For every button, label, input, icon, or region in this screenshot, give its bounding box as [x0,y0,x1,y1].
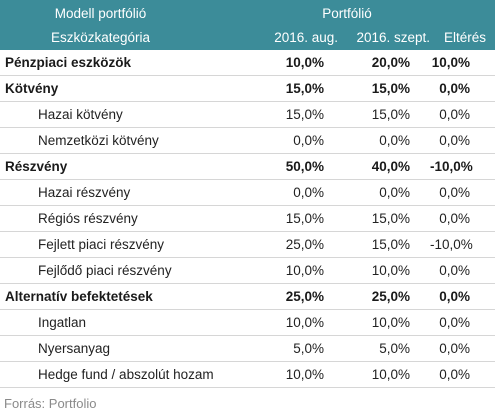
cell-diff: 0,0% [439,81,470,96]
header-col-diff: Eltérés [443,30,486,45]
cell-diff: 0,0% [439,263,470,278]
cell-diff: 0,0% [439,133,470,148]
row-label: Nemzetközi kötvény [38,133,159,148]
row-label: Ingatlan [38,315,87,330]
cell-aug: 0,0% [293,185,324,200]
cell-diff: 10,0% [431,55,470,70]
cell-szept: 10,0% [371,263,410,278]
table-row: Fejlődő piaci részvény 10,0% 10,0% 0,0% [0,258,495,284]
cell-aug: 25,0% [285,289,324,304]
cell-szept: 15,0% [371,211,410,226]
cell-szept: 10,0% [371,367,410,382]
table-row: Fejlett piaci részvény 25,0% 15,0% -10,0… [0,232,495,258]
row-label: Nyersanyag [38,341,111,356]
cell-aug: 10,0% [285,315,324,330]
cell-aug: 25,0% [285,237,324,252]
cell-aug: 10,0% [285,55,324,70]
cell-diff: 0,0% [439,367,470,382]
cell-diff: 0,0% [439,107,470,122]
cell-szept: 20,0% [371,55,410,70]
portfolio-table: Modell portfólió Eszközkategória Portfól… [0,0,495,388]
header-col-szept: 2016. szept. [356,30,430,45]
row-label: Hazai kötvény [38,107,123,122]
cell-szept: 25,0% [371,289,410,304]
table-header: Modell portfólió Eszközkategória Portfól… [0,0,495,50]
cell-aug: 15,0% [285,211,324,226]
header-portfolio: Portfólió [322,6,372,21]
row-label: Fejlődő piaci részvény [38,263,172,278]
row-label: Kötvény [5,81,59,96]
cell-szept: 0,0% [379,133,410,148]
cell-szept: 15,0% [371,81,410,96]
cell-diff: 0,0% [439,315,470,330]
cell-aug: 50,0% [285,159,324,174]
table-row: Nyersanyag 5,0% 5,0% 0,0% [0,336,495,362]
cell-szept: 40,0% [371,159,410,174]
row-label: Régiós részvény [38,211,138,226]
cell-diff: 0,0% [439,185,470,200]
cell-szept: 15,0% [371,237,410,252]
table-row: Részvény 50,0% 40,0% -10,0% [0,154,495,180]
table-row: Hedge fund / abszolút hozam 10,0% 10,0% … [0,362,495,388]
cell-szept: 5,0% [379,341,410,356]
table-row: Kötvény 15,0% 15,0% 0,0% [0,76,495,102]
cell-diff: -10,0% [430,237,473,252]
source-note: Forrás: Portfolio [4,396,97,411]
row-label: Hazai részvény [38,185,131,200]
cell-aug: 5,0% [293,341,324,356]
cell-diff: 0,0% [439,211,470,226]
cell-aug: 10,0% [285,367,324,382]
header-col-aug: 2016. aug. [274,30,338,45]
cell-diff: 0,0% [439,289,470,304]
cell-szept: 0,0% [379,185,410,200]
table-row: Hazai részvény 0,0% 0,0% 0,0% [0,180,495,206]
table-row: Ingatlan 10,0% 10,0% 0,0% [0,310,495,336]
cell-aug: 15,0% [285,81,324,96]
row-label: Alternatív befektetések [5,289,153,304]
table-row: Hazai kötvény 15,0% 15,0% 0,0% [0,102,495,128]
cell-aug: 0,0% [293,133,324,148]
cell-aug: 15,0% [285,107,324,122]
table-row: Nemzetközi kötvény 0,0% 0,0% 0,0% [0,128,495,154]
row-label: Pénzpiaci eszközök [5,55,132,70]
table-row: Régiós részvény 15,0% 15,0% 0,0% [0,206,495,232]
row-label: Hedge fund / abszolút hozam [38,367,214,382]
table-row: Alternatív befektetések 25,0% 25,0% 0,0% [0,284,495,310]
cell-aug: 10,0% [285,263,324,278]
cell-diff: -10,0% [430,159,473,174]
table-row: Pénzpiaci eszközök 10,0% 20,0% 10,0% [0,50,495,76]
header-model-portfolio: Modell portfólió [54,6,147,21]
row-label: Fejlett piaci részvény [38,237,165,252]
cell-szept: 15,0% [371,107,410,122]
header-asset-category: Eszközkategória [50,30,151,45]
cell-diff: 0,0% [439,341,470,356]
row-label: Részvény [5,159,68,174]
cell-szept: 10,0% [371,315,410,330]
